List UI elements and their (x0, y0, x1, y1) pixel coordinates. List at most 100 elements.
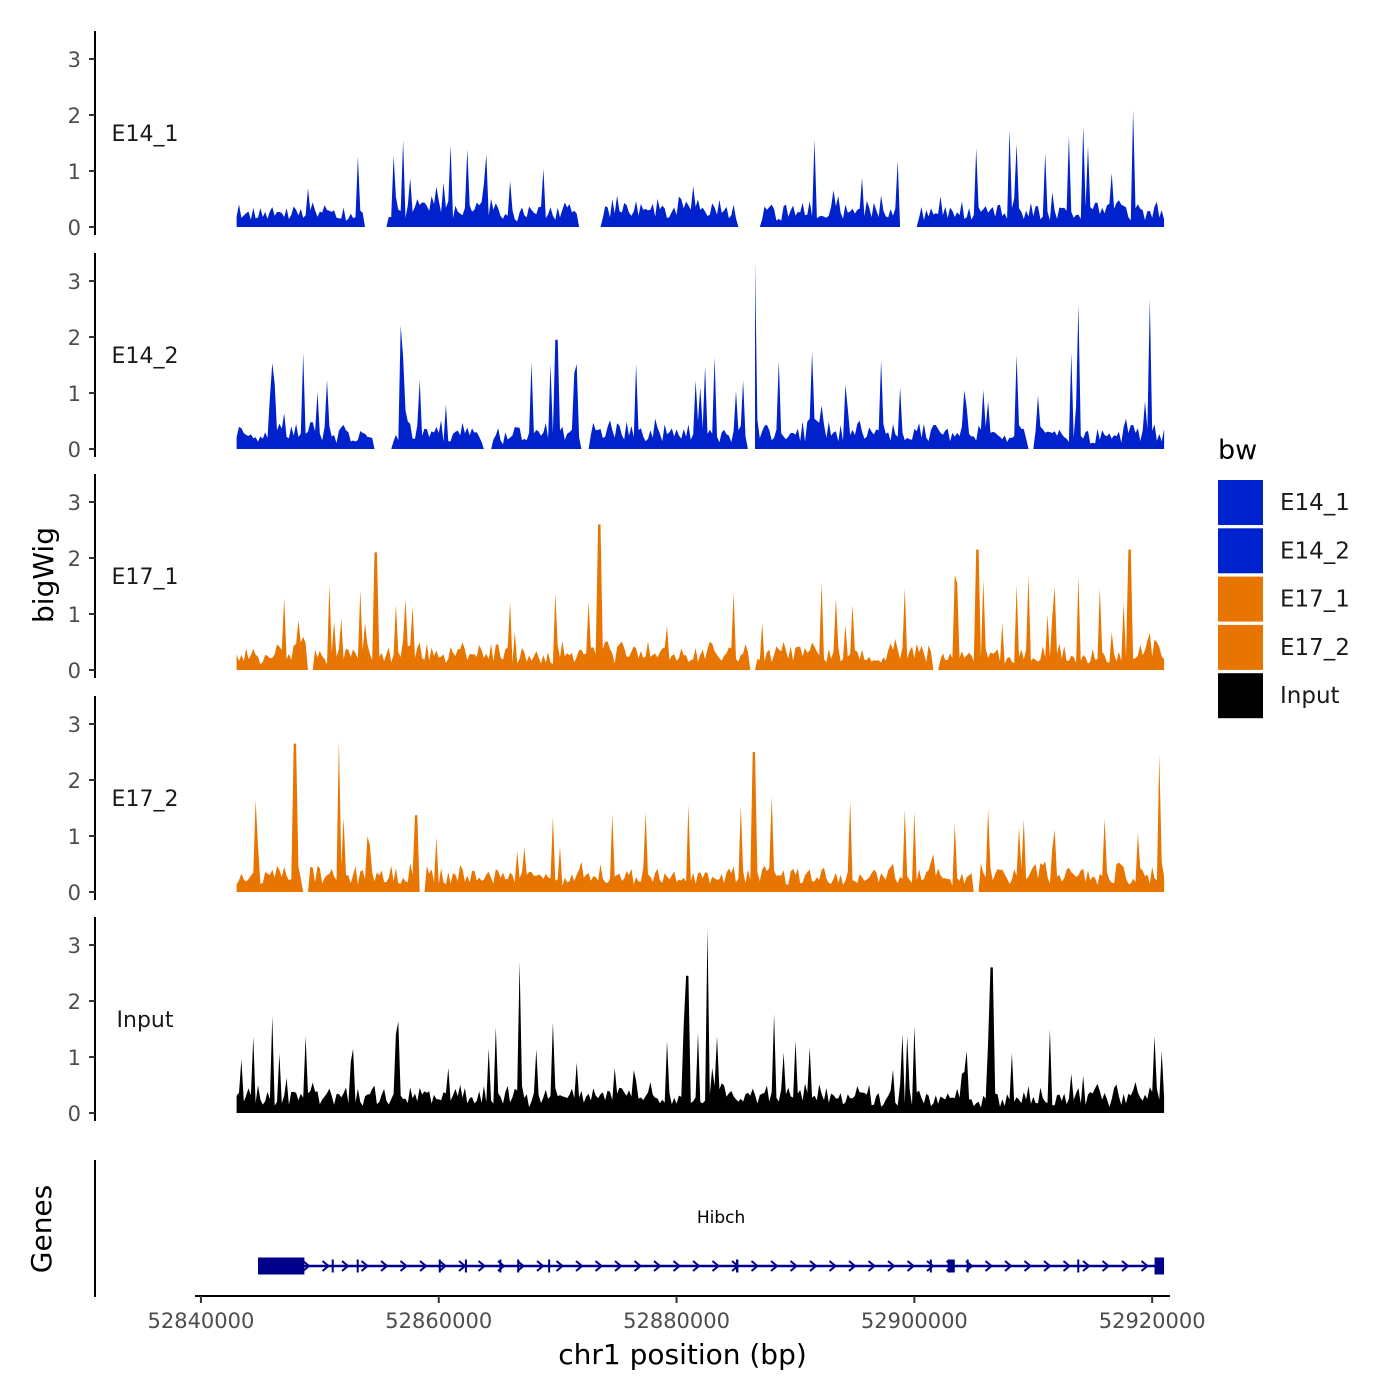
strand-chevron (1062, 1260, 1072, 1272)
y-tick-label: 1 (68, 825, 81, 849)
signal-area (236, 261, 1165, 449)
track-e17-1: 0 1 2 3 E17_1 (68, 474, 1165, 683)
strand-chevron (321, 1260, 331, 1272)
strand-chevron (867, 1260, 877, 1272)
strand-chevron (1023, 1260, 1033, 1272)
strand-chevron (1082, 1260, 1091, 1272)
track-label: Input (117, 1008, 174, 1033)
signal-gap (973, 696, 979, 893)
strand-chevron (672, 1260, 682, 1272)
signal-gap (483, 253, 492, 450)
genes-track-title: Genes (25, 1185, 58, 1273)
y-tick-label: 0 (68, 659, 81, 683)
y-tick-label: 2 (68, 326, 81, 350)
y-tick-label: 2 (68, 547, 81, 571)
strand-chevron (1121, 1260, 1130, 1272)
signal-gap (579, 31, 601, 228)
exon-block (258, 1257, 305, 1275)
y-tick-label: 0 (68, 881, 81, 905)
x-axis: chr1 position (bp) 52840000 52860000 52880… (147, 1295, 1206, 1371)
y-tick-label: 0 (68, 438, 81, 462)
strand-chevron (1101, 1260, 1111, 1272)
legend-label: E17_1 (1280, 587, 1350, 613)
strand-chevron (887, 1260, 896, 1272)
signal-gap (374, 253, 392, 450)
strand-chevron (302, 1260, 311, 1272)
genes-track: Hibch Genes (25, 1160, 1165, 1297)
signal-gap (900, 31, 917, 228)
track-input: 0 1 2 3 Input (68, 917, 1165, 1126)
strand-chevron (770, 1260, 779, 1272)
strand-chevron (419, 1260, 428, 1272)
x-tick-label: 52860000 (385, 1309, 492, 1333)
legend-label: E14_1 (1280, 490, 1350, 516)
exon-block (499, 1259, 502, 1273)
strand-chevron (848, 1260, 857, 1272)
signal-gap (419, 696, 425, 893)
exon-block (736, 1259, 739, 1273)
track-label: E14_2 (112, 344, 179, 369)
x-tick-label: 52920000 (1099, 1309, 1206, 1333)
strand-chevron (789, 1260, 799, 1272)
y-tick-label: 1 (68, 1046, 81, 1070)
strand-chevron (399, 1260, 409, 1272)
legend: bw E14_1 E14_2 E17_1 E17_2 Input (1218, 435, 1350, 719)
x-tick-label: 52840000 (147, 1309, 254, 1333)
legend-swatch (1218, 576, 1263, 622)
signal-gap (747, 253, 756, 450)
y-tick-label: 1 (68, 603, 81, 627)
y-tick-label: 0 (68, 1102, 81, 1126)
exon-block (331, 1259, 334, 1273)
exon-block (947, 1259, 955, 1273)
strand-chevron (341, 1260, 350, 1272)
y-tick-label: 3 (68, 270, 81, 294)
signal-gap (933, 474, 939, 671)
strand-chevron (906, 1260, 916, 1272)
exon-block (966, 1259, 969, 1273)
legend-label: E17_2 (1280, 635, 1350, 661)
track-e14-2: 0 1 2 3 E14_2 (68, 253, 1165, 462)
strand-chevron (653, 1260, 662, 1272)
strand-chevron (633, 1260, 643, 1272)
exon-block (517, 1259, 520, 1273)
legend-swatch (1218, 528, 1263, 574)
strand-chevron (711, 1260, 721, 1272)
exon-block (356, 1259, 359, 1273)
y-tick-label: 2 (68, 990, 81, 1014)
exon-block (464, 1259, 467, 1273)
signal-area (236, 524, 1165, 670)
signal-gap (581, 253, 589, 450)
gene-label: Hibch (697, 1208, 745, 1228)
legend-swatch (1218, 480, 1263, 525)
strand-chevron (750, 1260, 760, 1272)
strand-chevron (575, 1260, 584, 1272)
track-label: E17_2 (112, 787, 179, 812)
y-tick-label: 3 (68, 491, 81, 515)
strand-chevron (438, 1260, 448, 1272)
y-tick-label: 3 (68, 48, 81, 72)
signal-gap (738, 31, 760, 228)
legend-label: Input (1280, 683, 1340, 709)
legend-title: bw (1218, 435, 1257, 466)
strand-chevron (809, 1260, 818, 1272)
strand-chevron (516, 1260, 526, 1272)
y-tick-label: 2 (68, 769, 81, 793)
track-label: E14_1 (112, 122, 179, 147)
gene-model-hibch (94, 1160, 1165, 1297)
strand-chevron (984, 1260, 994, 1272)
strand-chevron (926, 1260, 935, 1272)
legend-swatch (1218, 673, 1263, 719)
exon-block (1154, 1257, 1165, 1275)
exon-block (548, 1259, 551, 1273)
strand-chevron (614, 1260, 623, 1272)
legend-swatch (1218, 624, 1263, 670)
y-tick-label: 2 (68, 104, 81, 128)
x-tick-label: 52880000 (623, 1309, 730, 1333)
strand-chevron (380, 1260, 389, 1272)
strand-chevron (555, 1260, 565, 1272)
y-tick-label: 1 (68, 382, 81, 406)
y-tick-label: 3 (68, 934, 81, 958)
signal-gap (365, 31, 387, 228)
exon-block (1077, 1259, 1080, 1273)
